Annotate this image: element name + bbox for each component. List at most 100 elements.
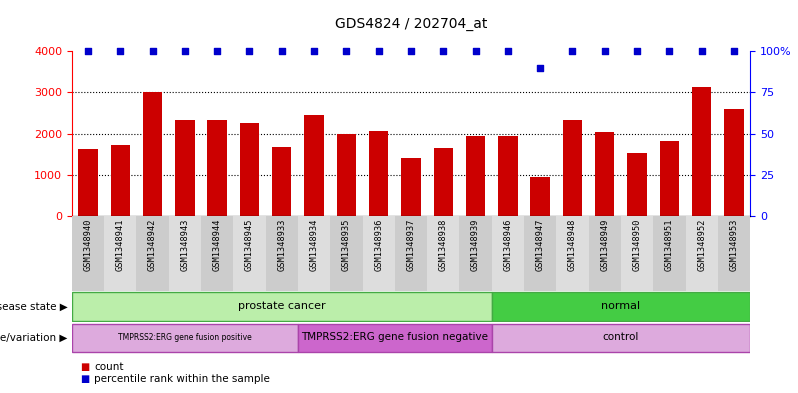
Point [534,64,547,71]
Text: GSM1348936: GSM1348936 [374,219,383,271]
Bar [460,216,492,291]
Text: disease state ▶: disease state ▶ [0,301,68,312]
Bar [556,216,589,291]
Bar [660,141,679,216]
Text: TMPRSS2:ERG gene fusion positive: TMPRSS2:ERG gene fusion positive [118,333,251,342]
Point [501,48,514,54]
Point [340,48,353,54]
Text: genotype/variation ▶: genotype/variation ▶ [0,333,68,343]
Bar [427,216,460,291]
Point [211,48,223,54]
Bar [401,158,421,216]
Bar [654,216,685,291]
Point [179,48,192,54]
Text: ■: ■ [80,362,89,373]
Text: GSM1348951: GSM1348951 [665,219,674,271]
FancyBboxPatch shape [492,292,750,321]
Bar [595,132,614,216]
Text: GSM1348952: GSM1348952 [697,219,706,271]
Point [114,48,127,54]
Text: GSM1348939: GSM1348939 [471,219,480,271]
Point [598,48,611,54]
FancyBboxPatch shape [72,292,492,321]
Text: normal: normal [602,301,641,311]
Point [308,48,321,54]
Text: GSM1348945: GSM1348945 [245,219,254,271]
Text: GSM1348953: GSM1348953 [729,219,738,271]
Bar [725,109,744,216]
Text: GSM1348937: GSM1348937 [406,219,416,271]
Text: GSM1348933: GSM1348933 [277,219,286,271]
Bar [233,216,266,291]
Bar [395,216,427,291]
Point [405,48,417,54]
Point [469,48,482,54]
Bar [207,119,227,216]
Bar [168,216,201,291]
Bar [72,216,104,291]
Text: GSM1348934: GSM1348934 [310,219,318,271]
Point [663,48,676,54]
Point [630,48,643,54]
Point [566,48,579,54]
Point [695,48,708,54]
Text: GSM1348941: GSM1348941 [116,219,124,271]
Text: GSM1348942: GSM1348942 [148,219,157,271]
Bar [272,147,291,216]
Text: percentile rank within the sample: percentile rank within the sample [94,374,270,384]
Bar [685,216,718,291]
Text: GSM1348943: GSM1348943 [180,219,189,271]
Point [437,48,449,54]
Bar [176,119,195,216]
Bar [104,216,136,291]
Bar [492,216,524,291]
Bar [304,115,324,216]
Bar [298,216,330,291]
Bar [563,120,583,216]
Point [275,48,288,54]
Bar [362,216,395,291]
Bar [718,216,750,291]
Text: GDS4824 / 202704_at: GDS4824 / 202704_at [335,17,487,31]
Bar [143,92,162,216]
Bar [466,136,485,216]
Point [81,48,94,54]
Bar [433,149,453,216]
Bar [627,153,646,216]
Text: GSM1348940: GSM1348940 [84,219,93,271]
Bar [531,177,550,216]
Bar [201,216,233,291]
Bar [239,123,259,216]
Bar [266,216,298,291]
Bar [111,145,130,216]
Text: GSM1348946: GSM1348946 [504,219,512,271]
Text: GSM1348949: GSM1348949 [600,219,609,271]
Text: ■: ■ [80,374,89,384]
Text: GSM1348947: GSM1348947 [535,219,545,271]
Point [146,48,159,54]
Bar [369,131,389,216]
Bar [524,216,556,291]
Text: prostate cancer: prostate cancer [238,301,326,311]
FancyBboxPatch shape [298,324,492,352]
Text: GSM1348944: GSM1348944 [213,219,222,271]
Bar [330,216,362,291]
Text: count: count [94,362,124,373]
Text: control: control [602,332,639,342]
Bar [692,87,711,216]
Bar [78,149,97,216]
Bar [498,136,518,216]
Bar [337,134,356,216]
Point [243,48,256,54]
Text: GSM1348950: GSM1348950 [633,219,642,271]
Text: GSM1348948: GSM1348948 [568,219,577,271]
FancyBboxPatch shape [72,324,298,352]
Point [373,48,385,54]
Point [728,48,741,54]
Bar [136,216,168,291]
Text: GSM1348938: GSM1348938 [439,219,448,271]
FancyBboxPatch shape [492,324,750,352]
Text: TMPRSS2:ERG gene fusion negative: TMPRSS2:ERG gene fusion negative [302,332,488,342]
Bar [589,216,621,291]
Text: GSM1348935: GSM1348935 [342,219,351,271]
